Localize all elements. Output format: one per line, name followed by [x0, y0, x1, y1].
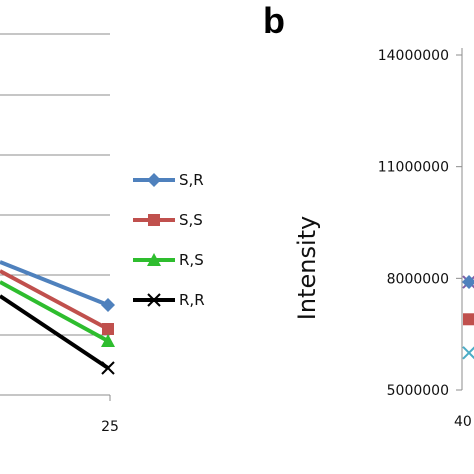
left-x-tick-label: 25: [101, 419, 119, 435]
left-series-group: [0, 260, 115, 375]
right-y-ticks: 5000000 8000000 11000000 14000000: [378, 48, 462, 399]
legend-marker: [147, 173, 161, 187]
right-y-tick-label: 5000000: [387, 383, 449, 399]
right-x-tick-label: 40: [454, 414, 472, 430]
scatter-point: [462, 346, 474, 360]
line-chart-panel: 25 S,R S,S R,S R,R: [0, 33, 205, 435]
data-point-r-s: [101, 334, 115, 347]
right-y-tick-label: 8000000: [387, 271, 449, 287]
legend-label: S,S: [179, 211, 203, 229]
series-line-r-s: [0, 280, 109, 343]
data-point-s-r: [101, 298, 115, 312]
legend-label: R,R: [179, 291, 205, 309]
legend-marker: [147, 293, 161, 307]
data-point-r-r: [101, 361, 115, 375]
right-y-tick-label: 14000000: [378, 48, 449, 64]
y-axis-title: Intensity: [293, 216, 321, 320]
legend-marker: [148, 214, 160, 226]
series-line-r-r: [0, 294, 110, 370]
scatter-point: [463, 313, 474, 326]
legend-label: S,R: [179, 171, 204, 189]
right-y-tick-label: 11000000: [378, 160, 449, 176]
series-line-s-r: [0, 260, 109, 307]
legend-label: R,S: [179, 251, 204, 269]
scatter-point: [462, 275, 474, 290]
scatter-chart-panel: b Intensity 5000000 8000000 11000000 140000…: [263, 0, 474, 430]
legend: S,R S,S R,S R,R: [133, 171, 205, 309]
series-line-s-s: [0, 269, 109, 331]
panel-label-b: b: [263, 0, 285, 41]
right-points-group: [462, 275, 474, 360]
data-point-s-s: [102, 323, 114, 335]
legend-marker: [147, 253, 161, 266]
